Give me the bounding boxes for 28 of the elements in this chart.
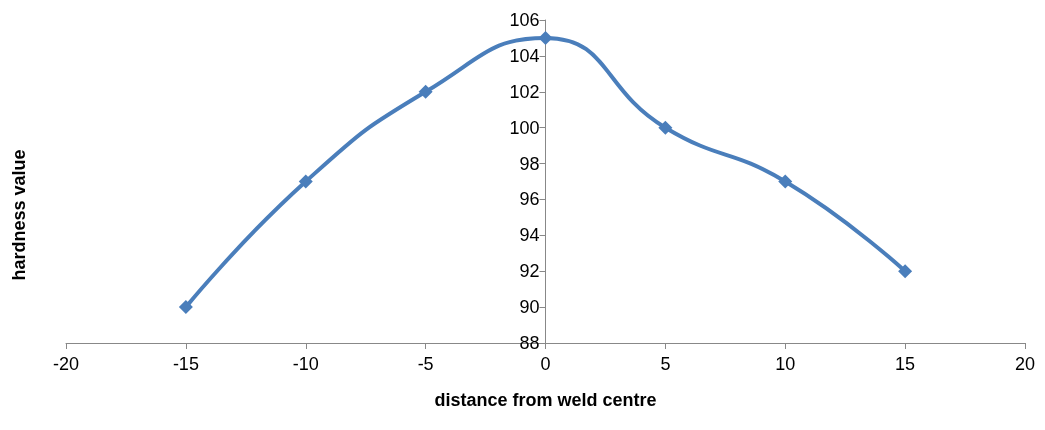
x-tick-label: -15 [172, 354, 199, 374]
point [298, 174, 313, 189]
y-tick-label: 102 [509, 81, 540, 102]
y-tick-label: 96 [519, 189, 540, 210]
y-tick-label: 100 [509, 117, 540, 138]
point [778, 174, 793, 189]
point [658, 120, 673, 135]
x-axis-title: distance from weld centre [434, 390, 657, 410]
y-tick-label: 94 [519, 225, 540, 246]
x-tick-label: 15 [895, 354, 916, 374]
y-tick-label: 104 [509, 45, 540, 66]
point [538, 30, 553, 45]
point [178, 300, 193, 315]
y-tick-label: 106 [509, 10, 540, 30]
x-tick-label: 20 [1014, 354, 1036, 374]
y-tick-label: 90 [519, 297, 540, 318]
point [898, 264, 913, 279]
x-tick-label: -10 [292, 354, 319, 374]
y-tick-label: 88 [519, 333, 540, 353]
x-tick-label: 0 [540, 354, 551, 374]
y-tick-label: 92 [519, 261, 540, 282]
x-tick-label: 5 [660, 354, 671, 374]
x-tick-label: -5 [417, 354, 434, 374]
y-axis-title: hardness value [9, 149, 29, 281]
x-tick-label: 10 [775, 354, 796, 374]
point [418, 84, 433, 99]
x-tick-label: -20 [52, 354, 80, 374]
y-tick-label: 98 [519, 153, 540, 174]
